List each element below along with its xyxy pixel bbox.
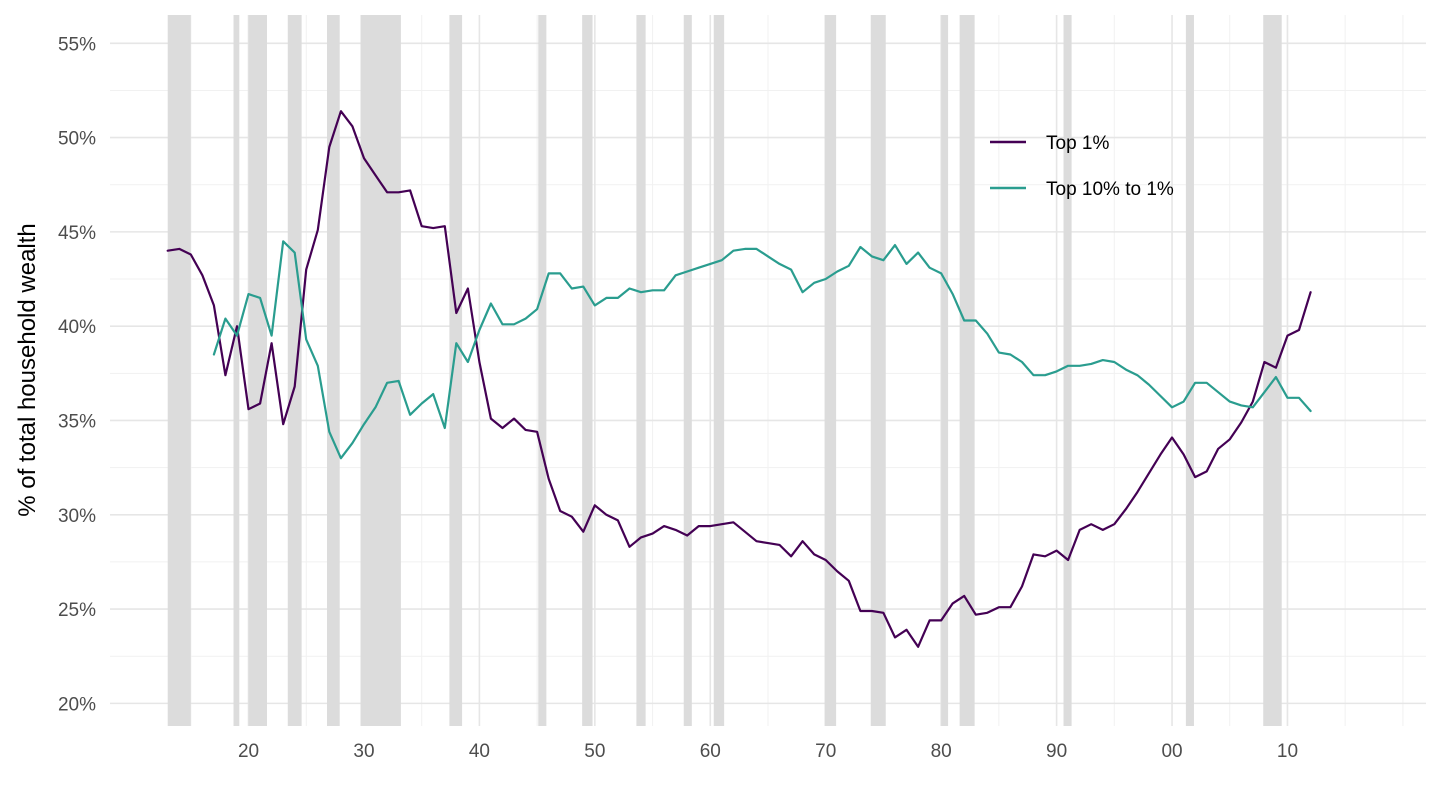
minor-gridlines (110, 15, 1426, 726)
recession-band (636, 15, 646, 726)
x-tick-label: 80 (931, 741, 952, 762)
recession-band (959, 15, 975, 726)
legend: Top 1% Top 10% to 1% (990, 133, 1174, 200)
y-tick-label: 25% (58, 600, 96, 621)
recession-band (449, 15, 463, 726)
recession-band (870, 15, 886, 726)
recession-band (713, 15, 725, 726)
recession-band (360, 15, 401, 726)
x-tick-label: 50 (584, 741, 605, 762)
y-tick-label: 40% (58, 317, 96, 338)
x-tick-label: 20 (238, 741, 259, 762)
recession-band (233, 15, 240, 726)
x-tick-label: 40 (469, 741, 490, 762)
x-tick-label: 60 (700, 741, 721, 762)
x-tick-label: 70 (815, 741, 836, 762)
y-axis-tick-labels: 20% 25% 30% 35% 40% 45% 50% 55% (58, 34, 96, 715)
y-tick-label: 45% (58, 223, 96, 244)
y-tick-label: 20% (58, 694, 96, 715)
y-axis-title: % of total household wealth (14, 223, 41, 517)
recession-band (167, 15, 191, 726)
recession-band (582, 15, 593, 726)
y-tick-label: 30% (58, 506, 96, 527)
recession-bands (167, 15, 1282, 726)
recession-band (1063, 15, 1072, 726)
recession-band (941, 15, 949, 726)
x-tick-label: 10 (1277, 741, 1298, 762)
x-tick-label: 90 (1046, 741, 1067, 762)
legend-label-top-10-to-1: Top 10% to 1% (1046, 179, 1174, 200)
x-tick-label: 00 (1161, 741, 1182, 762)
legend-label-top-1: Top 1% (1046, 133, 1109, 154)
recession-band (1263, 15, 1282, 726)
y-tick-label: 55% (58, 34, 96, 55)
recession-band (538, 15, 547, 726)
recession-band (824, 15, 837, 726)
series-line-top-10-to-1 (212, 240, 1312, 460)
y-tick-label: 50% (58, 129, 96, 150)
recession-band (327, 15, 340, 726)
series-lines (166, 110, 1312, 648)
x-tick-label: 30 (353, 741, 374, 762)
recession-band (287, 15, 302, 726)
recession-band (248, 15, 267, 726)
recession-band (683, 15, 692, 726)
series-line-top-1 (166, 110, 1312, 648)
y-tick-label: 35% (58, 411, 96, 432)
x-axis-tick-labels: 20 30 40 50 60 70 80 90 00 10 (238, 741, 1298, 762)
recession-band (1185, 15, 1194, 726)
